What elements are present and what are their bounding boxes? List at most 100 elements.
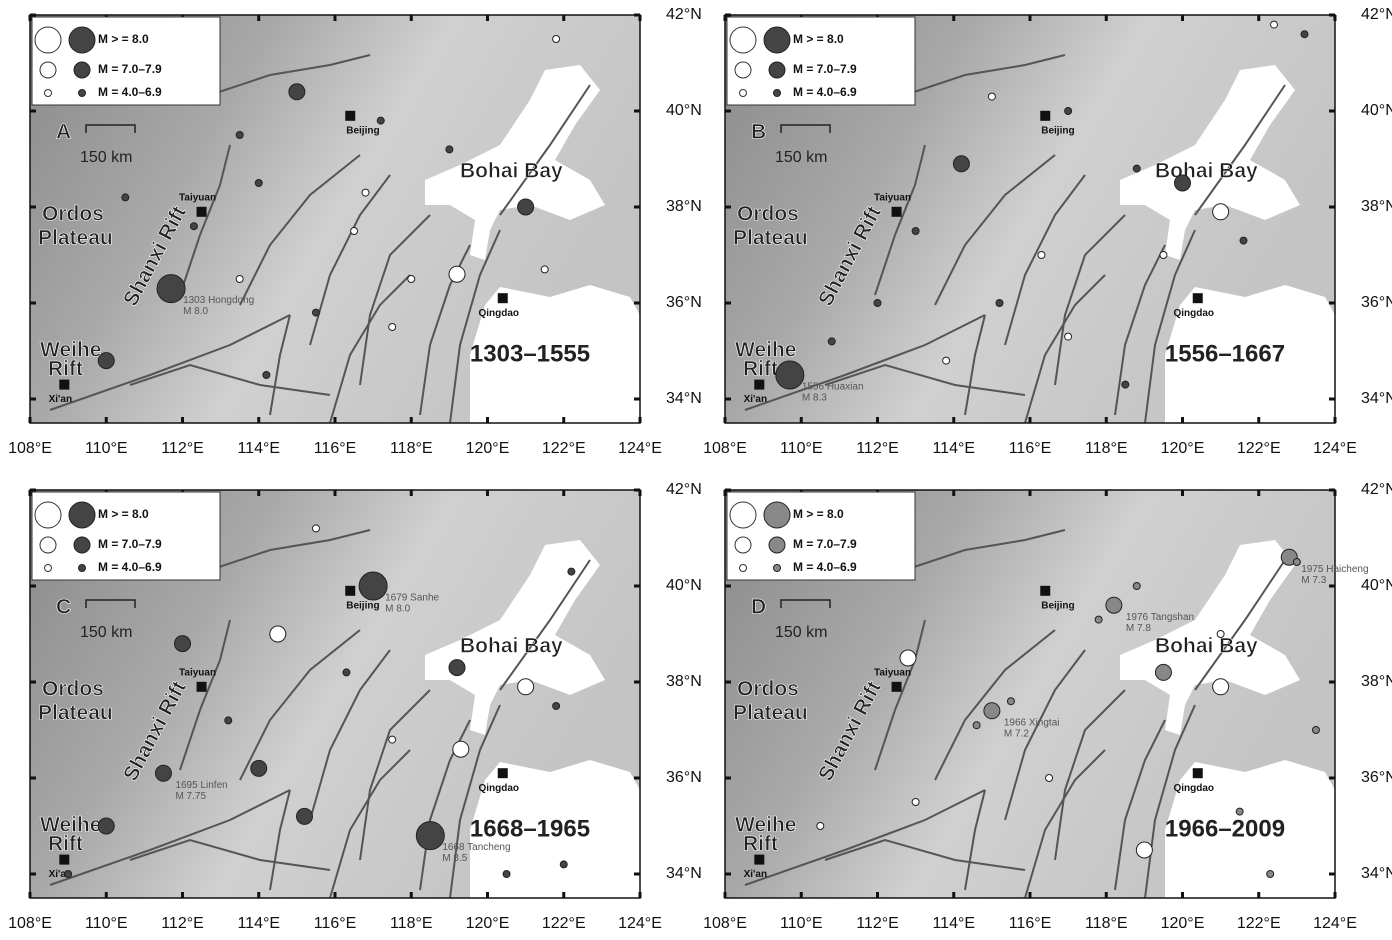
y-tick-label: 40°N [1361,102,1392,119]
panel-letter: A [56,121,71,144]
earthquake [560,861,567,868]
earthquake [155,765,171,781]
panel-letter: B [751,121,766,144]
city-marker [1193,768,1203,778]
event-label: M 8.3 [802,393,827,404]
region-label: Rift [743,833,778,856]
y-tick-label: 34°N [666,390,702,407]
earthquake [1293,559,1300,566]
legend-open [735,62,751,78]
earthquake [351,228,358,235]
city-label: Xi'an [744,869,768,880]
legend-filled [764,502,790,528]
region-label: Ordos [737,203,799,226]
earthquake [377,117,384,124]
x-tick-label: 124°E [1313,440,1357,457]
city-marker [345,111,355,121]
earthquake [312,525,319,532]
x-tick-label: 120°E [1161,915,1205,932]
legend-open [40,537,56,553]
region-label: Bohai Bay [1155,635,1258,658]
earthquake [408,276,415,283]
region-label: Plateau [733,702,808,725]
legend-label: M = 7.0–7.9 [793,62,857,76]
legend-filled [769,62,785,78]
x-tick-label: 116°E [1009,440,1052,457]
x-tick-label: 118°E [390,915,433,932]
y-tick-label: 42°N [1361,481,1392,498]
earthquake [973,722,980,729]
event-label: 1668 Tancheng [442,842,510,853]
map-panel: 108°E110°E112°E114°E116°E118°E120°E122°E… [703,481,1392,932]
x-tick-label: 124°E [618,440,662,457]
earthquake [446,146,453,153]
scale-label: 150 km [775,624,827,641]
legend-filled [74,537,90,553]
event-label: M 7.8 [1126,623,1151,634]
y-tick-label: 38°N [1361,198,1392,215]
earthquake [541,266,548,273]
earthquake [453,741,469,757]
earthquake [312,309,319,316]
earthquake [943,357,950,364]
earthquake [157,275,185,303]
region-label: Plateau [38,702,113,725]
figure: 108°E110°E112°E114°E116°E118°E120°E122°E… [0,0,1392,935]
region-label: Plateau [733,227,808,250]
y-tick-label: 40°N [666,577,702,594]
legend-label: M > = 8.0 [793,32,844,46]
region-label: Ordos [737,678,799,701]
legend-filled [774,565,781,572]
x-tick-label: 116°E [314,440,357,457]
earthquake [518,199,534,215]
scale-label: 150 km [80,149,132,166]
legend-filled [774,90,781,97]
x-tick-label: 118°E [1085,915,1128,932]
city-label: Beijing [346,600,379,611]
earthquake [389,324,396,331]
event-label: M 8.0 [183,306,208,317]
x-tick-label: 114°E [237,915,280,932]
legend-filled [79,90,86,97]
legend-label: M = 4.0–6.9 [793,85,857,99]
legend-filled [69,27,95,53]
earthquake [984,703,1000,719]
legend-open [40,62,56,78]
event-label: 1695 Linfen [175,780,227,791]
legend-filled [79,565,86,572]
city-marker [1040,586,1050,596]
period-label: 1303–1555 [470,340,590,367]
city-label: Qingdao [1173,783,1214,794]
panel-letter: C [56,596,71,619]
earthquake [1213,204,1229,220]
earthquake [503,871,510,878]
earthquake [449,266,465,282]
legend-filled [764,27,790,53]
x-tick-label: 112°E [161,440,204,457]
earthquake [251,760,267,776]
y-tick-label: 36°N [666,769,702,786]
legend-label: M = 4.0–6.9 [98,560,162,574]
y-tick-label: 38°N [666,198,702,215]
city-label: Taiyuan [179,667,216,678]
earthquake [900,650,916,666]
earthquake [236,132,243,139]
city-label: Beijing [346,125,379,136]
legend-open [730,27,756,53]
earthquake [828,338,835,345]
earthquake [1312,727,1319,734]
earthquake [1095,616,1102,623]
earthquake [1038,252,1045,259]
legend-label: M = 7.0–7.9 [98,62,162,76]
legend-label: M > = 8.0 [793,507,844,521]
y-tick-label: 36°N [1361,294,1392,311]
earthquake [190,223,197,230]
earthquake [1155,664,1171,680]
event-label: 1976 Tangshan [1126,612,1194,623]
earthquake [98,818,114,834]
earthquake [343,669,350,676]
y-tick-label: 42°N [666,481,702,498]
event-label: M 7.75 [175,791,206,802]
